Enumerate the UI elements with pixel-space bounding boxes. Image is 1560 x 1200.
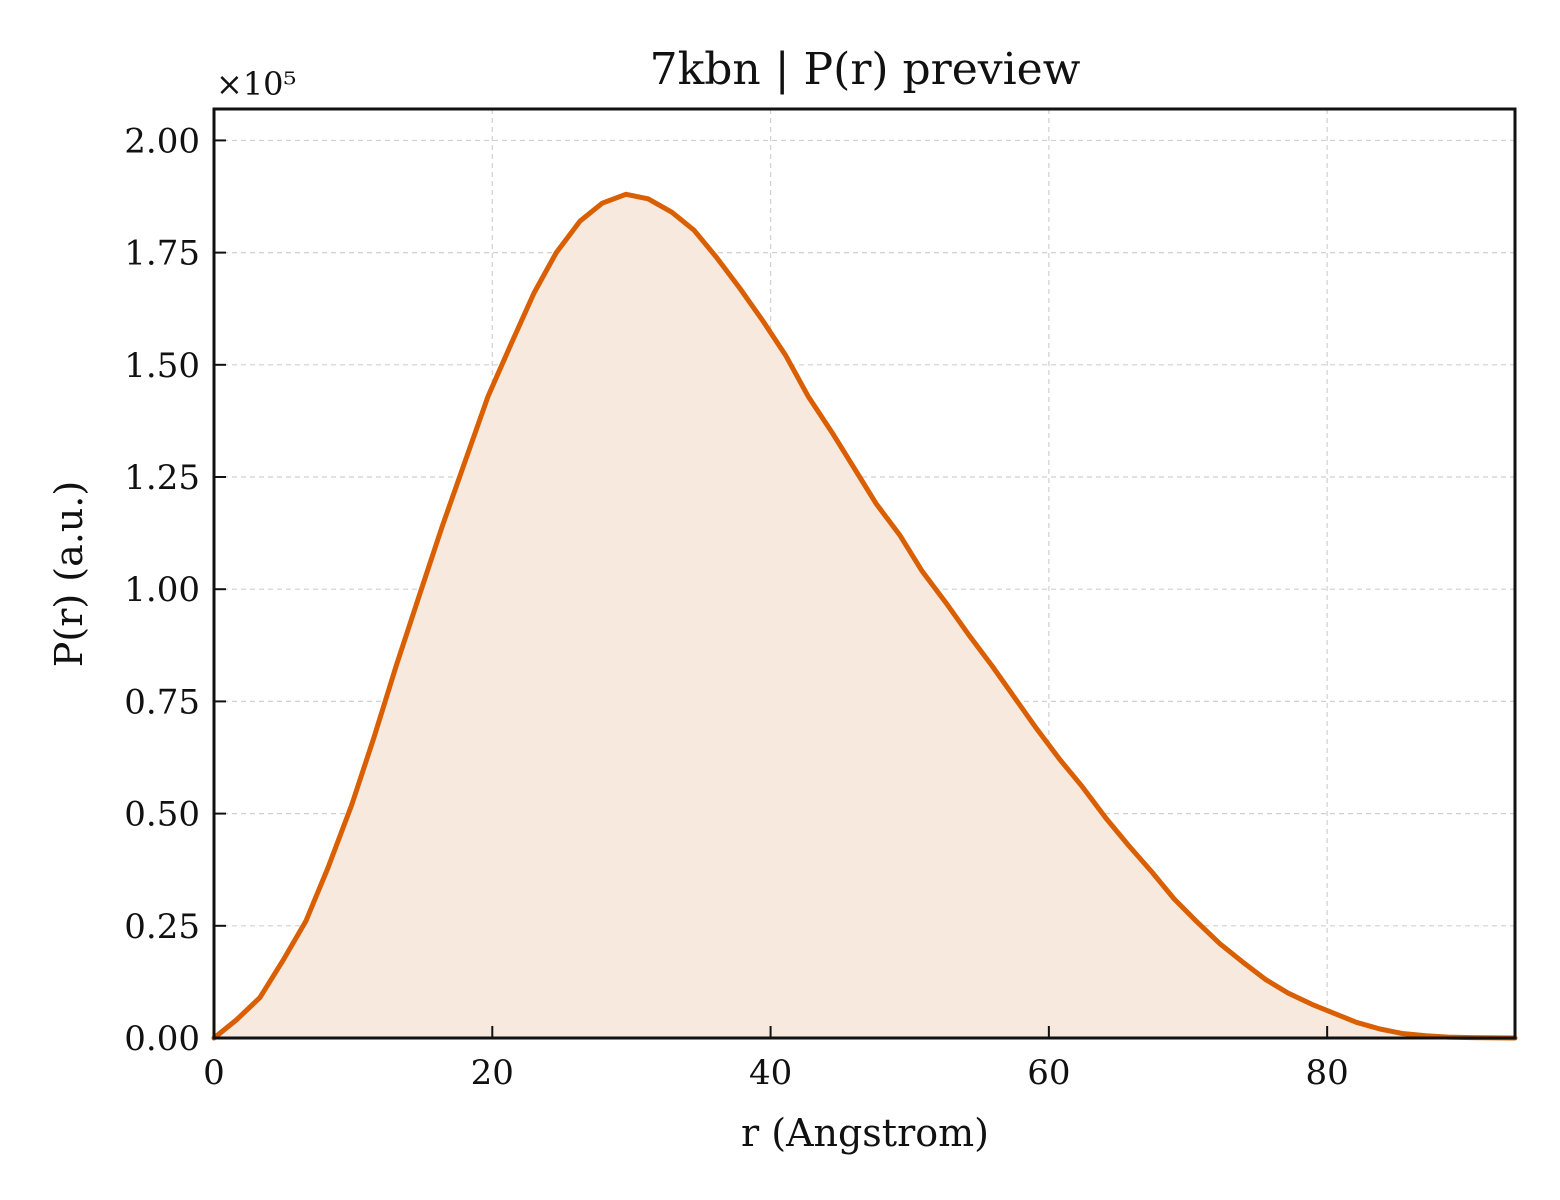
y-tick-label: 1.00 xyxy=(124,570,200,610)
y-tick-label: 0.50 xyxy=(124,795,200,835)
x-tick-label: 20 xyxy=(471,1053,514,1093)
plot-frame xyxy=(212,107,1517,1040)
y-tick-label: 1.75 xyxy=(124,234,200,274)
y-tick-label: 0.00 xyxy=(124,1019,200,1059)
x-tick-label: 40 xyxy=(749,1053,792,1093)
y-tick-label: 2.00 xyxy=(124,121,200,161)
y-axis-label: P(r) (a.u.) xyxy=(47,481,91,667)
pr-area-fill xyxy=(214,194,1515,1039)
x-tick-label: 60 xyxy=(1027,1053,1070,1093)
grid xyxy=(214,109,1515,1038)
y-tick-label: 0.75 xyxy=(124,682,200,722)
series-layer xyxy=(211,191,1518,1041)
pr-curve xyxy=(211,191,1518,1041)
y-tick-label: 1.25 xyxy=(124,458,200,498)
x-tick-label: 80 xyxy=(1306,1053,1349,1093)
x-axis-label: r (Angstrom) xyxy=(741,1111,989,1155)
y-tick-label: 0.25 xyxy=(124,907,200,947)
chart-title: 7kbn | P(r) preview xyxy=(650,44,1081,95)
x-tick-label: 0 xyxy=(203,1053,225,1093)
y-tick-label: 1.50 xyxy=(124,346,200,386)
ticks: 0 20 40 60 80 0.00 0.25 0.50 0.75 1.00 1.25 1.50 1.7… xyxy=(124,121,1348,1093)
y-offset-label: ×10⁵ xyxy=(216,65,296,103)
